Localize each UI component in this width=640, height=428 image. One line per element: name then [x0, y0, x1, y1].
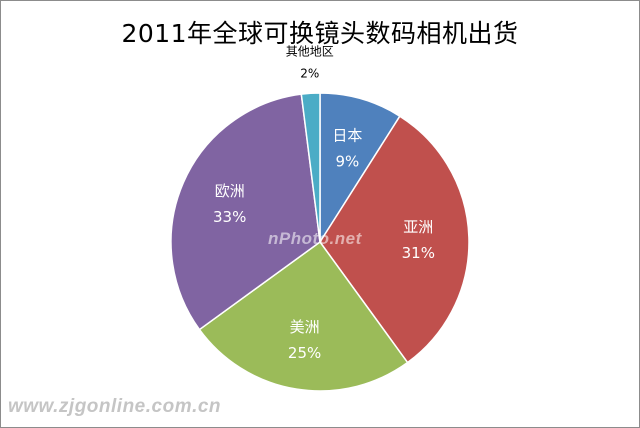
corner-watermark: www.zjgonline.com.cn [8, 396, 222, 417]
pie-slice-japan [319, 92, 401, 245]
slice-label-americas: 美洲 [290, 318, 320, 336]
slice-label-japan: 日本 [332, 127, 362, 145]
pie-slice-europe [170, 93, 321, 331]
slice-percent-americas: 25% [288, 344, 321, 362]
pie-slice-americas [198, 240, 409, 392]
slice-percent-other-regions: 2% [300, 66, 319, 80]
slice-label-asia: 亚洲 [403, 218, 433, 236]
pie-slice-asia [319, 115, 470, 364]
slice-percent-asia: 31% [402, 244, 435, 262]
slice-percent-europe: 33% [213, 208, 246, 226]
slice-label-other-regions: 其他地区 [286, 44, 334, 58]
chart-title: 2011年全球可换镜头数码相机出货 [121, 19, 519, 48]
slice-percent-japan: 9% [336, 153, 360, 171]
pie-slice-other-regions [300, 92, 321, 243]
slice-label-europe: 欧洲 [215, 182, 245, 200]
center-watermark: nPhoto.net [268, 229, 362, 248]
